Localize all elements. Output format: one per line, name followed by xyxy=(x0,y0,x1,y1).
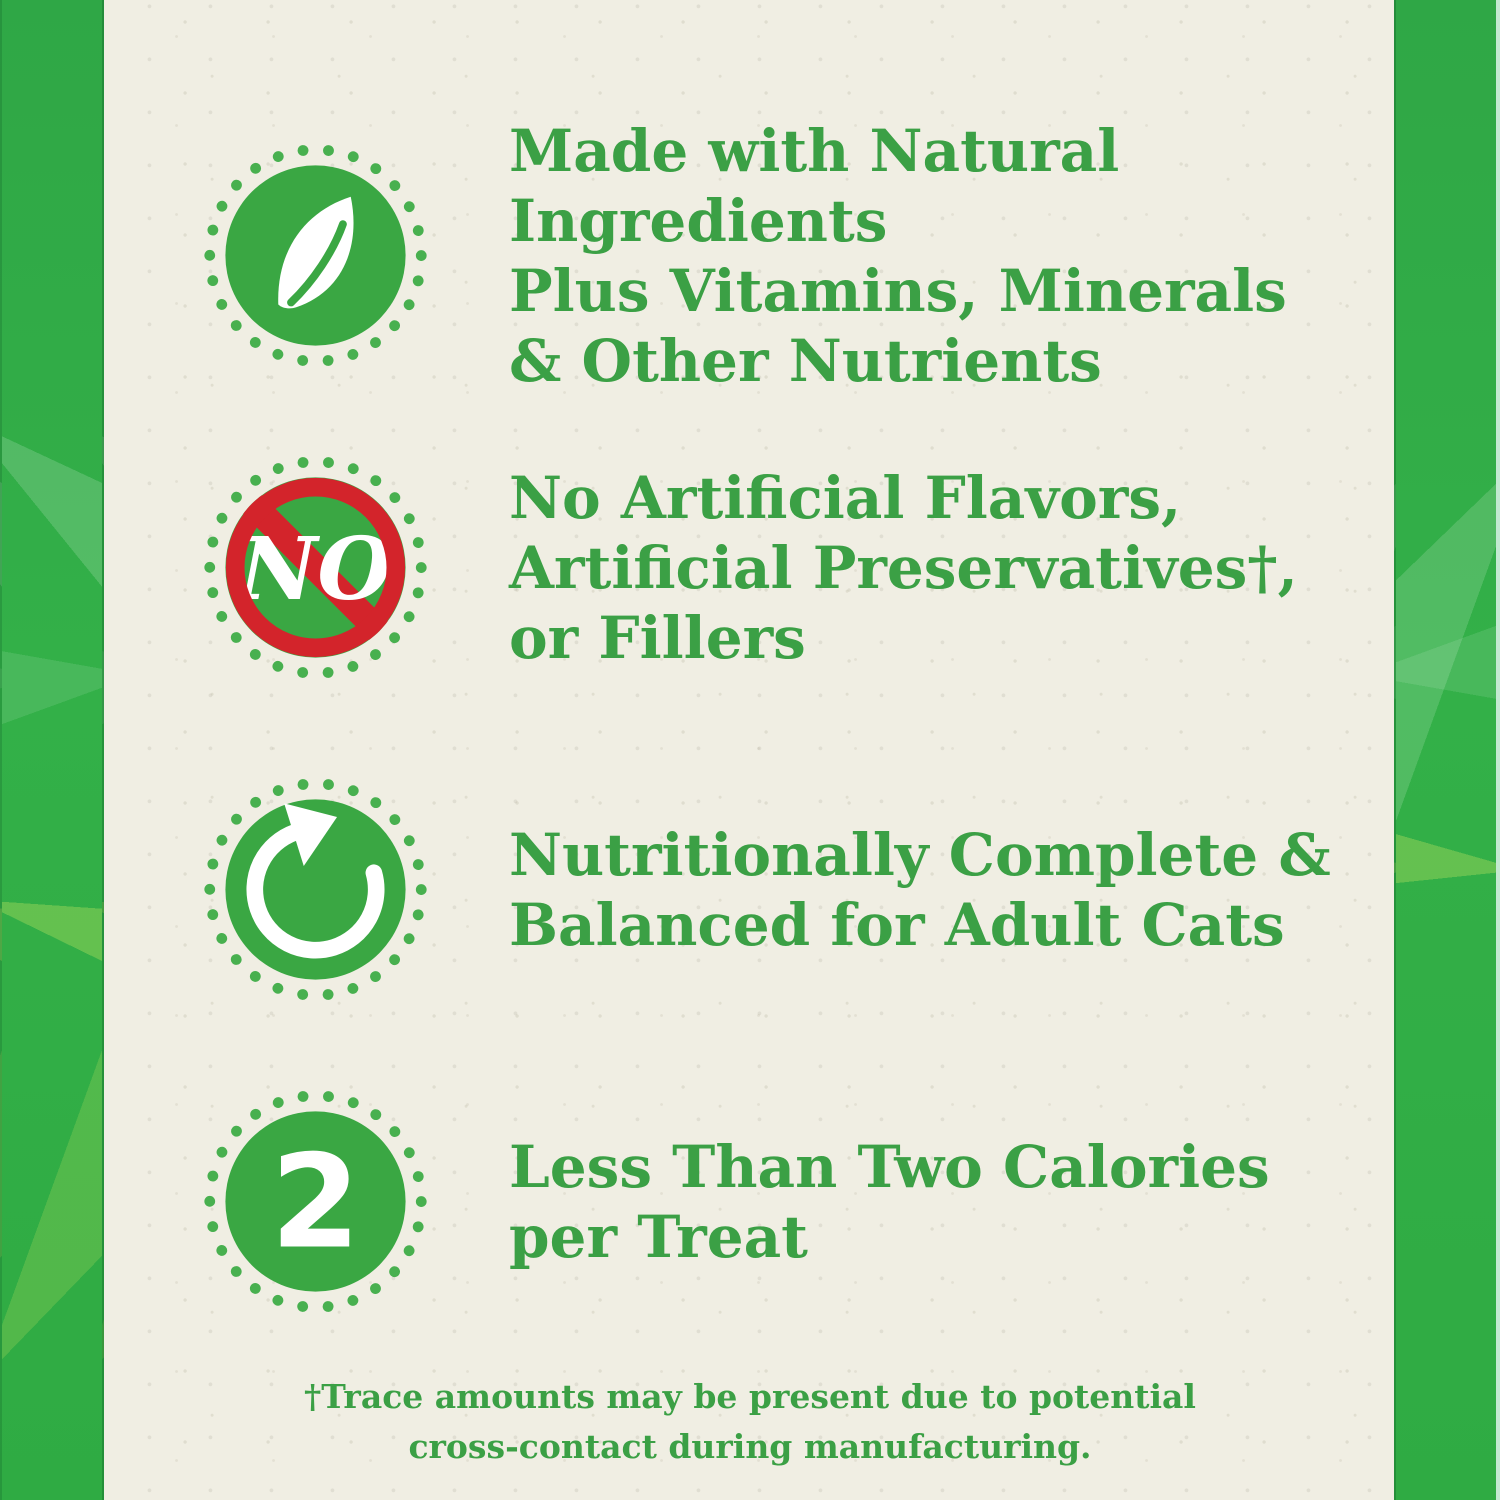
benefit-text-complete-balanced: Nutritionally Complete & Balanced for Ad… xyxy=(509,820,1331,960)
right-green-border xyxy=(1394,0,1500,1500)
no-badge-icon: NO xyxy=(198,450,433,685)
refresh-arrow-icon xyxy=(198,772,433,1007)
benefit-text-no-artificial: No Artificial Flavors, Artificial Preser… xyxy=(509,463,1298,673)
footnote: †Trace amounts may be present due to pot… xyxy=(100,1372,1400,1472)
left-green-border xyxy=(0,0,104,1500)
leaf-icon xyxy=(198,138,433,373)
benefit-line: Plus Vitamins, Minerals xyxy=(509,256,1287,325)
benefit-line: Made with Natural Ingredients xyxy=(509,116,1120,255)
benefit-line: Less Than Two Calories xyxy=(509,1132,1270,1201)
benefit-line: Artificial Preservatives†, xyxy=(509,533,1298,602)
benefit-row-calories: 2 Less Than Two Calories per Treat xyxy=(198,1084,1390,1319)
benefit-line: or Fillers xyxy=(509,603,806,672)
number-two-icon: 2 xyxy=(198,1084,433,1319)
no-badge-text: NO xyxy=(236,519,393,620)
footnote-line: †Trace amounts may be present due to pot… xyxy=(304,1377,1196,1416)
benefit-line: & Other Nutrients xyxy=(509,326,1102,395)
benefit-line: Nutritionally Complete & xyxy=(509,820,1331,889)
benefit-text-calories: Less Than Two Calories per Treat xyxy=(509,1132,1270,1272)
benefit-line: No Artificial Flavors, xyxy=(509,463,1182,532)
benefit-line: Balanced for Adult Cats xyxy=(509,890,1285,959)
benefit-row-complete-balanced: Nutritionally Complete & Balanced for Ad… xyxy=(198,772,1390,1007)
benefit-row-no-artificial: NO No Artificial Flavors, Artificial Pre… xyxy=(198,450,1390,685)
benefit-text-natural-ingredients: Made with Natural Ingredients Plus Vitam… xyxy=(509,116,1390,396)
benefit-line: per Treat xyxy=(509,1202,808,1271)
footnote-line: cross-contact during manufacturing. xyxy=(408,1427,1092,1466)
number-two-text: 2 xyxy=(271,1128,361,1278)
benefit-row-natural-ingredients: Made with Natural Ingredients Plus Vitam… xyxy=(198,117,1390,395)
